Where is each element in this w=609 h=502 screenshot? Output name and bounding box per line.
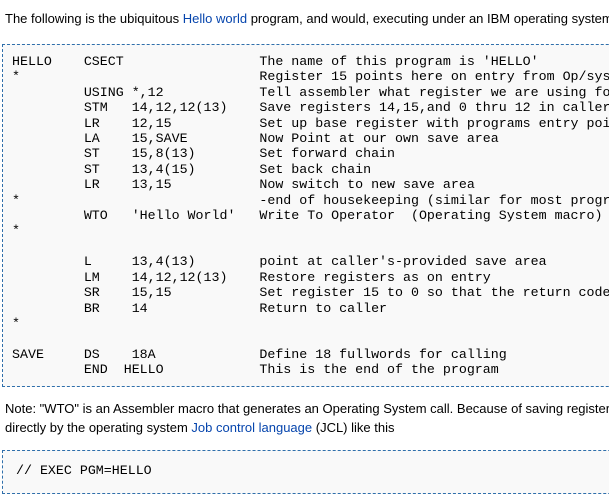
intro-text-after: program, and would, executing under an I… xyxy=(247,11,609,26)
assembly-code-block: HELLO CSECT The name of this program is … xyxy=(2,44,609,387)
hello-world-link[interactable]: Hello world xyxy=(182,11,248,26)
jcl-link[interactable]: Job control language xyxy=(191,420,313,435)
note-text-after: (JCL) like this xyxy=(312,420,395,435)
note-line-1: Note: "WTO" is an Assembler macro that g… xyxy=(5,401,609,416)
note-text-before: directly by the operating system xyxy=(5,420,192,435)
note-paragraph: Note: "WTO" is an Assembler macro that g… xyxy=(5,399,609,437)
intro-text-before: The following is the ubiquitous xyxy=(5,11,183,26)
jcl-code-block: // EXEC PGM=HELLO xyxy=(2,450,609,495)
intro-paragraph: The following is the ubiquitous Hello wo… xyxy=(5,9,609,28)
note-line-2: directly by the operating system Job con… xyxy=(5,418,609,437)
